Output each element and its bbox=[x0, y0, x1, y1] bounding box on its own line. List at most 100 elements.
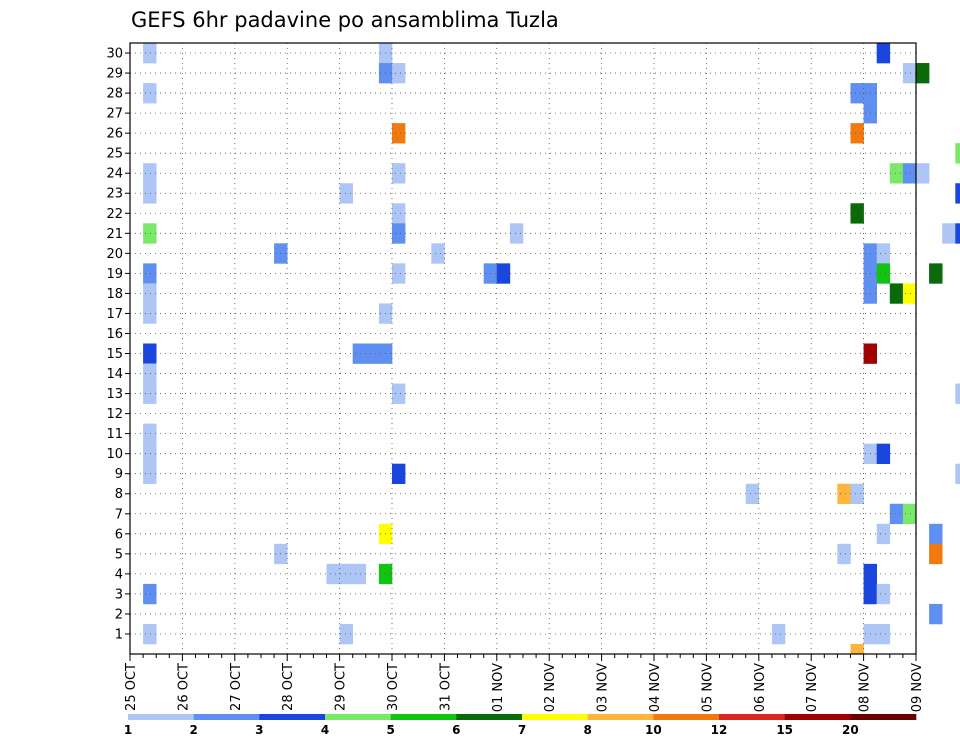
heatmap-cell bbox=[392, 63, 406, 84]
heatmap-cell bbox=[143, 43, 157, 64]
x-tick-label: 06 NOV bbox=[753, 663, 768, 712]
heatmap-cell bbox=[889, 283, 904, 304]
colorbar-segment bbox=[390, 714, 457, 720]
heatmap-cell bbox=[143, 583, 157, 605]
heatmap-cell bbox=[837, 483, 851, 505]
colorbar-segment bbox=[587, 714, 654, 720]
y-tick-label: 4 bbox=[115, 567, 123, 582]
heatmap-cell bbox=[143, 83, 157, 104]
heatmap-cell bbox=[889, 163, 904, 184]
colorbar: 1 2 3 4 5 6 7 8 10 12 15 20 bbox=[124, 714, 917, 737]
heatmap-cell bbox=[850, 483, 864, 505]
x-tick-label: 04 NOV bbox=[648, 663, 663, 712]
heatmap-cell bbox=[850, 203, 864, 224]
heatmap-cell bbox=[392, 163, 406, 184]
colorbar-segment bbox=[522, 714, 588, 720]
y-tick-label: 13 bbox=[106, 387, 123, 402]
y-tick-label: 24 bbox=[106, 167, 123, 182]
x-axis-ticks: 25 OCT 26 OCT 27 OCT 28 OCT 29 OCT 30 OCT 31 O… bbox=[124, 654, 925, 712]
y-tick-label: 17 bbox=[106, 307, 123, 322]
heatmap-cell bbox=[942, 223, 956, 244]
colorbar-label: 12 bbox=[711, 723, 728, 737]
heatmap-cell bbox=[339, 183, 353, 204]
y-tick-label: 14 bbox=[106, 367, 123, 382]
x-tick-label: 01 NOV bbox=[491, 663, 506, 712]
heatmap-cell bbox=[326, 563, 340, 585]
heatmap-cell bbox=[876, 243, 891, 264]
colorbar-segment bbox=[259, 714, 326, 720]
heatmap-cell bbox=[392, 263, 406, 284]
x-tick-label: 26 OCT bbox=[176, 663, 191, 711]
heatmap-cell bbox=[392, 463, 406, 485]
y-tick-label: 7 bbox=[115, 507, 123, 522]
y-tick-label: 22 bbox=[106, 207, 123, 222]
heatmap-cell bbox=[392, 383, 406, 404]
x-tick-label: 02 NOV bbox=[543, 663, 558, 712]
y-tick-label: 19 bbox=[106, 267, 123, 282]
x-tick-label: 07 NOV bbox=[805, 663, 820, 712]
y-tick-label: 27 bbox=[106, 107, 123, 122]
y-tick-label: 26 bbox=[106, 127, 123, 142]
heatmap-cell bbox=[850, 123, 864, 144]
heatmap-cell bbox=[143, 463, 157, 485]
x-tick-label: 08 NOV bbox=[858, 663, 873, 712]
heatmap-cell bbox=[955, 383, 960, 404]
heatmap-cell bbox=[143, 303, 157, 324]
heatmap-cell bbox=[876, 523, 891, 545]
heatmap-cell bbox=[143, 263, 157, 284]
colorbar-segment bbox=[193, 714, 260, 720]
x-tick-label: 27 OCT bbox=[229, 663, 244, 711]
x-tick-label: 09 NOV bbox=[910, 663, 925, 712]
heatmap-cell bbox=[929, 543, 943, 565]
grid-lines bbox=[130, 43, 916, 654]
heatmap-cell bbox=[392, 203, 406, 224]
heatmap-cell bbox=[837, 543, 851, 565]
heatmap-cell bbox=[955, 143, 960, 164]
y-tick-label: 30 bbox=[106, 47, 123, 62]
heatmap-cell bbox=[902, 163, 917, 184]
heatmap-cell bbox=[929, 263, 943, 284]
plot-frame bbox=[129, 42, 917, 655]
y-tick-label: 6 bbox=[115, 527, 123, 542]
heatmap-cell bbox=[143, 623, 157, 645]
heatmap-cell bbox=[876, 583, 891, 605]
heatmap-cell bbox=[916, 163, 930, 184]
heatmap-cell bbox=[392, 223, 406, 244]
heatmap-cell bbox=[929, 523, 943, 545]
heatmap-cell bbox=[850, 643, 864, 655]
heatmap-cell bbox=[143, 383, 157, 404]
heatmap-cell bbox=[143, 363, 157, 384]
y-tick-label: 2 bbox=[115, 607, 123, 622]
heatmap-cell bbox=[143, 163, 157, 184]
y-tick-label: 18 bbox=[106, 287, 123, 302]
y-tick-label: 3 bbox=[115, 587, 123, 602]
x-tick-label: 28 OCT bbox=[281, 663, 296, 711]
heatmap-cell bbox=[916, 63, 930, 84]
heatmap-cell bbox=[143, 343, 157, 364]
heatmap-cell bbox=[876, 443, 891, 464]
y-tick-label: 21 bbox=[106, 227, 123, 242]
heatmap-cell bbox=[876, 623, 891, 645]
y-tick-label: 29 bbox=[106, 67, 123, 82]
x-tick-label: 25 OCT bbox=[124, 663, 139, 711]
heatmap-cell bbox=[392, 123, 406, 144]
colorbar-label: 7 bbox=[518, 723, 526, 737]
colorbar-label: 10 bbox=[645, 723, 662, 737]
colorbar-label: 8 bbox=[583, 723, 591, 737]
heatmap-cell bbox=[889, 503, 904, 525]
heatmap-cell bbox=[929, 603, 943, 625]
heatmap-cell bbox=[876, 263, 891, 284]
chart-title: GEFS 6hr padavine po ansamblima Tuzla bbox=[131, 8, 559, 32]
x-tick-label: 31 OCT bbox=[438, 663, 453, 711]
x-tick-label: 05 NOV bbox=[700, 663, 715, 712]
heatmap-cell bbox=[509, 223, 524, 244]
heatmap-cell bbox=[771, 623, 786, 645]
y-tick-label: 9 bbox=[115, 467, 123, 482]
heatmap-cell bbox=[143, 183, 157, 204]
colorbar-segment bbox=[456, 714, 523, 720]
heatmap-cell bbox=[745, 483, 760, 505]
colorbar-segment bbox=[719, 714, 785, 720]
colorbar-label: 15 bbox=[776, 723, 793, 737]
y-tick-label: 10 bbox=[106, 447, 123, 462]
